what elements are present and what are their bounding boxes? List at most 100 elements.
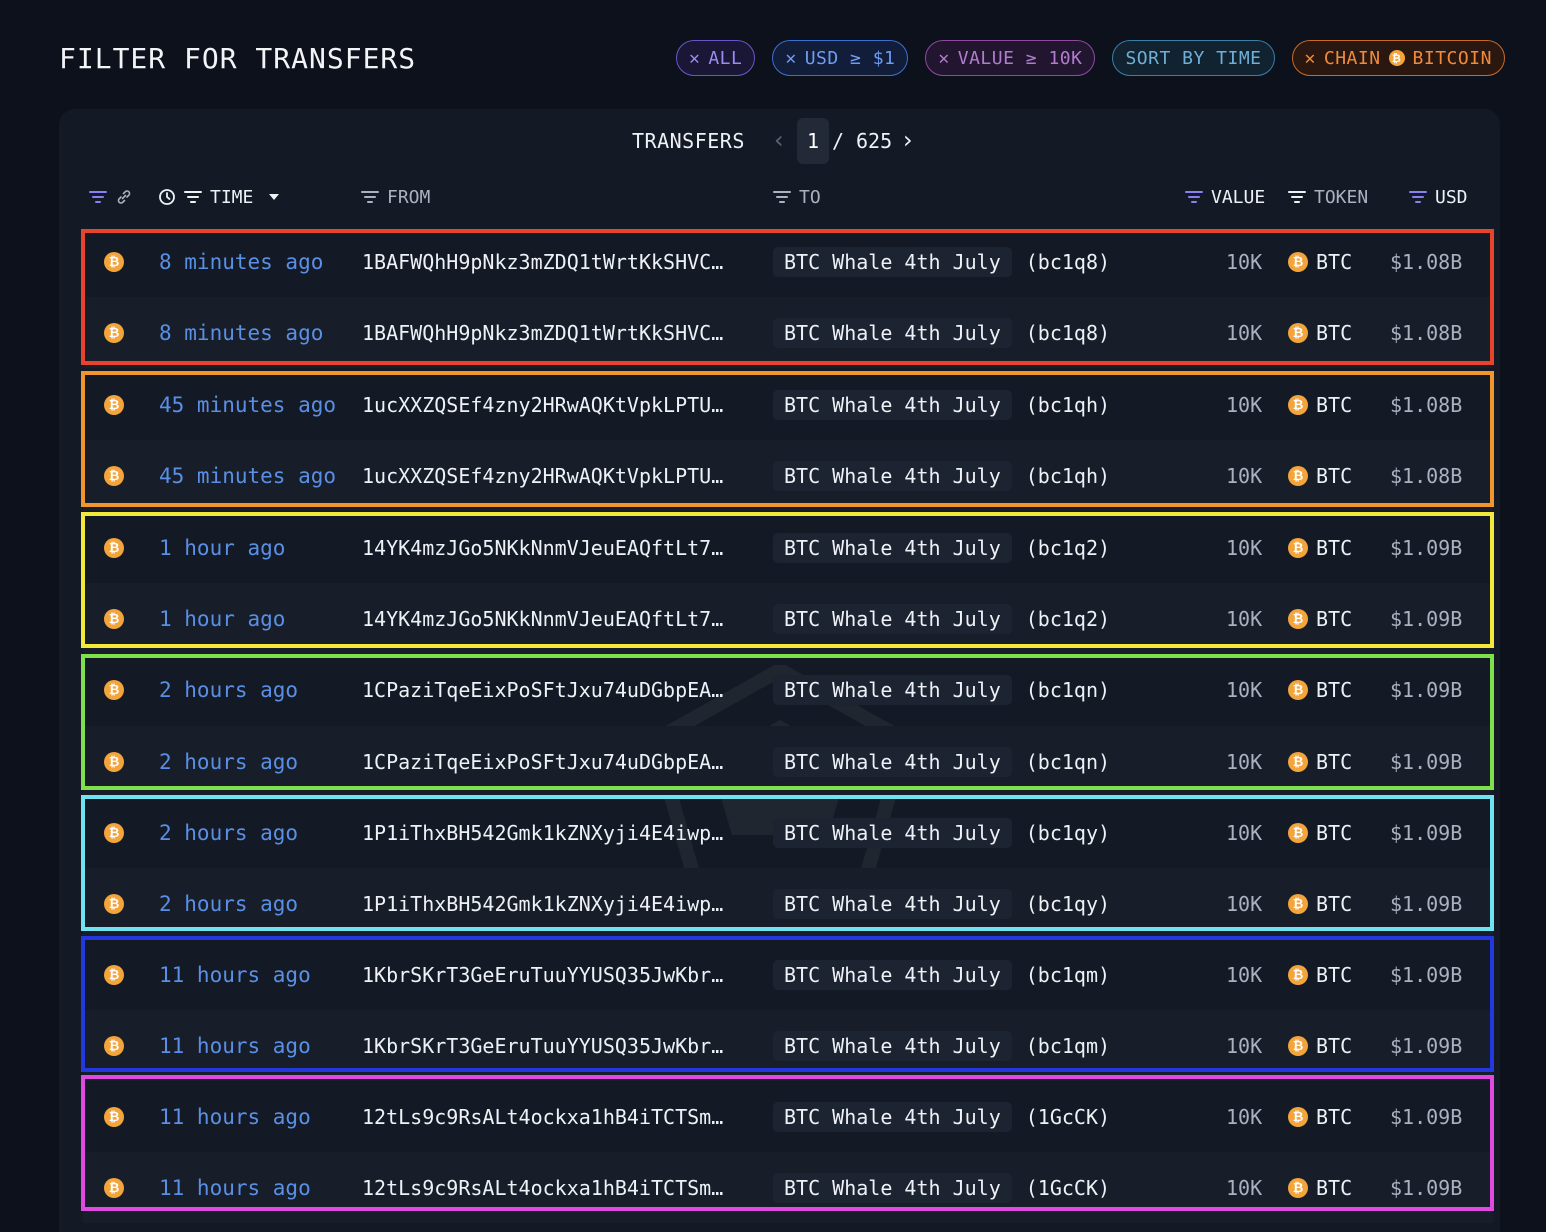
time-link[interactable]: 2 hours ago (159, 749, 299, 774)
token-cell[interactable]: ₿ BTC (1288, 297, 1352, 368)
to-entity-cell[interactable]: BTC Whale 4th July (bc1qy) (773, 797, 1110, 868)
time-link[interactable]: 11 hours ago (159, 962, 311, 987)
token-cell[interactable]: ₿ BTC (1288, 512, 1352, 583)
column-header-to[interactable]: TO (773, 182, 821, 212)
table-row[interactable]: ₿ 11 hours ago 12tLs9c9RsALt4ockxa1hB4iTCT… (83, 1152, 1493, 1223)
entity-tag[interactable]: BTC Whale 4th July (773, 746, 1012, 777)
to-entity-cell[interactable]: BTC Whale 4th July (bc1qy) (773, 868, 1110, 939)
time-link[interactable]: 45 minutes ago (159, 392, 337, 417)
table-row[interactable]: ₿ 11 hours ago 1KbrSKrT3GeEruTuuYYUSQ35JwK… (83, 939, 1493, 1010)
entity-tag[interactable]: BTC Whale 4th July (773, 1101, 1012, 1132)
column-header-from[interactable]: FROM (361, 182, 430, 212)
from-address[interactable]: 1ucXXZQSEf4zny2HRwAQKtVpkLPTU… (362, 392, 724, 417)
token-cell[interactable]: ₿ BTC (1288, 726, 1352, 797)
chevron-left-icon[interactable]: ‹ (774, 126, 784, 154)
entity-tag[interactable]: BTC Whale 4th July (773, 817, 1012, 848)
time-link[interactable]: 11 hours ago (159, 1175, 311, 1200)
entity-tag[interactable]: BTC Whale 4th July (773, 888, 1012, 919)
entity-tag[interactable]: BTC Whale 4th July (773, 674, 1012, 705)
from-address[interactable]: 1BAFWQhH9pNkz3mZDQ1tWrtKkSHVC… (362, 249, 724, 274)
to-entity-cell[interactable]: BTC Whale 4th July (bc1q2) (773, 512, 1110, 583)
from-address[interactable]: 14YK4mzJGo5NKkNnmVJeuEAQftLt7… (362, 606, 724, 631)
token-cell[interactable]: ₿ BTC (1288, 369, 1352, 440)
filter-chip-all[interactable]: ✕ ALL (676, 40, 756, 76)
to-entity-cell[interactable]: BTC Whale 4th July (bc1qm) (773, 939, 1110, 1010)
time-link[interactable]: 8 minutes ago (159, 320, 324, 345)
time-link[interactable]: 1 hour ago (159, 606, 286, 631)
entity-tag[interactable]: BTC Whale 4th July (773, 1172, 1012, 1203)
token-cell[interactable]: ₿ BTC (1288, 1081, 1352, 1152)
token-cell[interactable]: ₿ BTC (1288, 440, 1352, 511)
table-row[interactable]: ₿ 1 hour ago 14YK4mzJGo5NKkNnmVJeuEAQftLt7… (83, 512, 1493, 583)
table-row[interactable]: ₿ 1 hour ago 14YK4mzJGo5NKkNnmVJeuEAQftLt7… (83, 583, 1493, 654)
page-input[interactable]: 1 (797, 118, 829, 164)
entity-tag[interactable]: BTC Whale 4th July (773, 959, 1012, 990)
from-address[interactable]: 1CPaziTqeEixPoSFtJxu74uDGbpEA… (362, 677, 724, 702)
time-link[interactable]: 2 hours ago (159, 677, 299, 702)
column-header-usd[interactable]: USD (1409, 182, 1468, 212)
to-entity-cell[interactable]: BTC Whale 4th July (bc1q8) (773, 226, 1110, 297)
entity-tag[interactable]: BTC Whale 4th July (773, 603, 1012, 634)
filter-icon[interactable] (361, 190, 379, 204)
from-address[interactable]: 1KbrSKrT3GeEruTuuYYUSQ35JwKbr… (362, 1033, 724, 1058)
filter-chip-usd[interactable]: ✕ USD ≥ $1 (772, 40, 909, 76)
table-row[interactable]: ₿ 8 minutes ago 1BAFWQhH9pNkz3mZDQ1tWrtKkS… (83, 297, 1493, 368)
filter-chip-value[interactable]: ✕ VALUE ≥ 10K (925, 40, 1096, 76)
to-entity-cell[interactable]: BTC Whale 4th July (bc1qh) (773, 440, 1110, 511)
time-link[interactable]: 1 hour ago (159, 535, 286, 560)
token-cell[interactable]: ₿ BTC (1288, 797, 1352, 868)
to-entity-cell[interactable]: BTC Whale 4th July (bc1q8) (773, 297, 1110, 368)
entity-tag[interactable]: BTC Whale 4th July (773, 389, 1012, 420)
table-row[interactable]: ₿ 45 minutes ago 1ucXXZQSEf4zny2HRwAQKtVpk… (83, 440, 1493, 511)
table-row[interactable]: ₿ 11 hours ago 12tLs9c9RsALt4ockxa1hB4iTCT… (83, 1081, 1493, 1152)
close-icon[interactable]: ✕ (1304, 47, 1316, 69)
to-entity-cell[interactable]: BTC Whale 4th July (1GcCK) (773, 1152, 1110, 1223)
column-header-time[interactable]: TIME (158, 182, 281, 212)
token-cell[interactable]: ₿ BTC (1288, 1152, 1352, 1223)
column-header-value[interactable]: VALUE (1185, 182, 1265, 212)
time-link[interactable]: 8 minutes ago (159, 249, 324, 274)
token-cell[interactable]: ₿ BTC (1288, 939, 1352, 1010)
token-cell[interactable]: ₿ BTC (1288, 868, 1352, 939)
to-entity-cell[interactable]: BTC Whale 4th July (1GcCK) (773, 1081, 1110, 1152)
time-link[interactable]: 45 minutes ago (159, 463, 337, 488)
time-link[interactable]: 11 hours ago (159, 1033, 311, 1058)
from-address[interactable]: 1P1iThxBH542Gmk1kZNXyji4E4iwp… (362, 891, 724, 916)
filter-chip-chain[interactable]: ✕ CHAIN ₿ BITCOIN (1291, 40, 1505, 76)
from-address[interactable]: 12tLs9c9RsALt4ockxa1hB4iTCTSm… (362, 1175, 724, 1200)
token-cell[interactable]: ₿ BTC (1288, 583, 1352, 654)
table-row[interactable]: ₿ 2 hours ago 1P1iThxBH542Gmk1kZNXyji4E4iw… (83, 797, 1493, 868)
from-address[interactable]: 14YK4mzJGo5NKkNnmVJeuEAQftLt7… (362, 535, 724, 560)
from-address[interactable]: 1ucXXZQSEf4zny2HRwAQKtVpkLPTU… (362, 463, 724, 488)
filter-icon[interactable] (773, 190, 791, 204)
to-entity-cell[interactable]: BTC Whale 4th July (bc1qm) (773, 1010, 1110, 1081)
token-cell[interactable]: ₿ BTC (1288, 654, 1352, 725)
time-link[interactable]: 2 hours ago (159, 891, 299, 916)
entity-tag[interactable]: BTC Whale 4th July (773, 460, 1012, 491)
from-address[interactable]: 1KbrSKrT3GeEruTuuYYUSQ35JwKbr… (362, 962, 724, 987)
from-address[interactable]: 12tLs9c9RsALt4ockxa1hB4iTCTSm… (362, 1104, 724, 1129)
from-address[interactable]: 1BAFWQhH9pNkz3mZDQ1tWrtKkSHVC… (362, 320, 724, 345)
to-entity-cell[interactable]: BTC Whale 4th July (bc1q2) (773, 583, 1110, 654)
entity-tag[interactable]: BTC Whale 4th July (773, 317, 1012, 348)
to-entity-cell[interactable]: BTC Whale 4th July (bc1qn) (773, 726, 1110, 797)
close-icon[interactable]: ✕ (689, 47, 701, 69)
filter-icon[interactable] (1409, 190, 1427, 204)
filter-chip-sort[interactable]: SORT BY TIME (1112, 40, 1275, 76)
time-link[interactable]: 11 hours ago (159, 1104, 311, 1129)
caret-down-icon[interactable] (267, 192, 281, 202)
table-row[interactable]: ₿ 8 minutes ago 1BAFWQhH9pNkz3mZDQ1tWrtKkS… (83, 226, 1493, 297)
column-header-link[interactable] (89, 182, 133, 212)
entity-tag[interactable]: BTC Whale 4th July (773, 1030, 1012, 1061)
close-icon[interactable]: ✕ (785, 47, 797, 69)
entity-tag[interactable]: BTC Whale 4th July (773, 246, 1012, 277)
table-row[interactable]: ₿ 45 minutes ago 1ucXXZQSEf4zny2HRwAQKtVpk… (83, 369, 1493, 440)
filter-icon[interactable] (1185, 190, 1203, 204)
table-row[interactable]: ₿ 2 hours ago 1CPaziTqeEixPoSFtJxu74uDGbpE… (83, 726, 1493, 797)
entity-tag[interactable]: BTC Whale 4th July (773, 532, 1012, 563)
close-icon[interactable]: ✕ (938, 47, 950, 69)
from-address[interactable]: 1P1iThxBH542Gmk1kZNXyji4E4iwp… (362, 820, 724, 845)
filter-icon[interactable] (1288, 190, 1306, 204)
column-header-token[interactable]: TOKEN (1288, 182, 1368, 212)
from-address[interactable]: 1CPaziTqeEixPoSFtJxu74uDGbpEA… (362, 749, 724, 774)
